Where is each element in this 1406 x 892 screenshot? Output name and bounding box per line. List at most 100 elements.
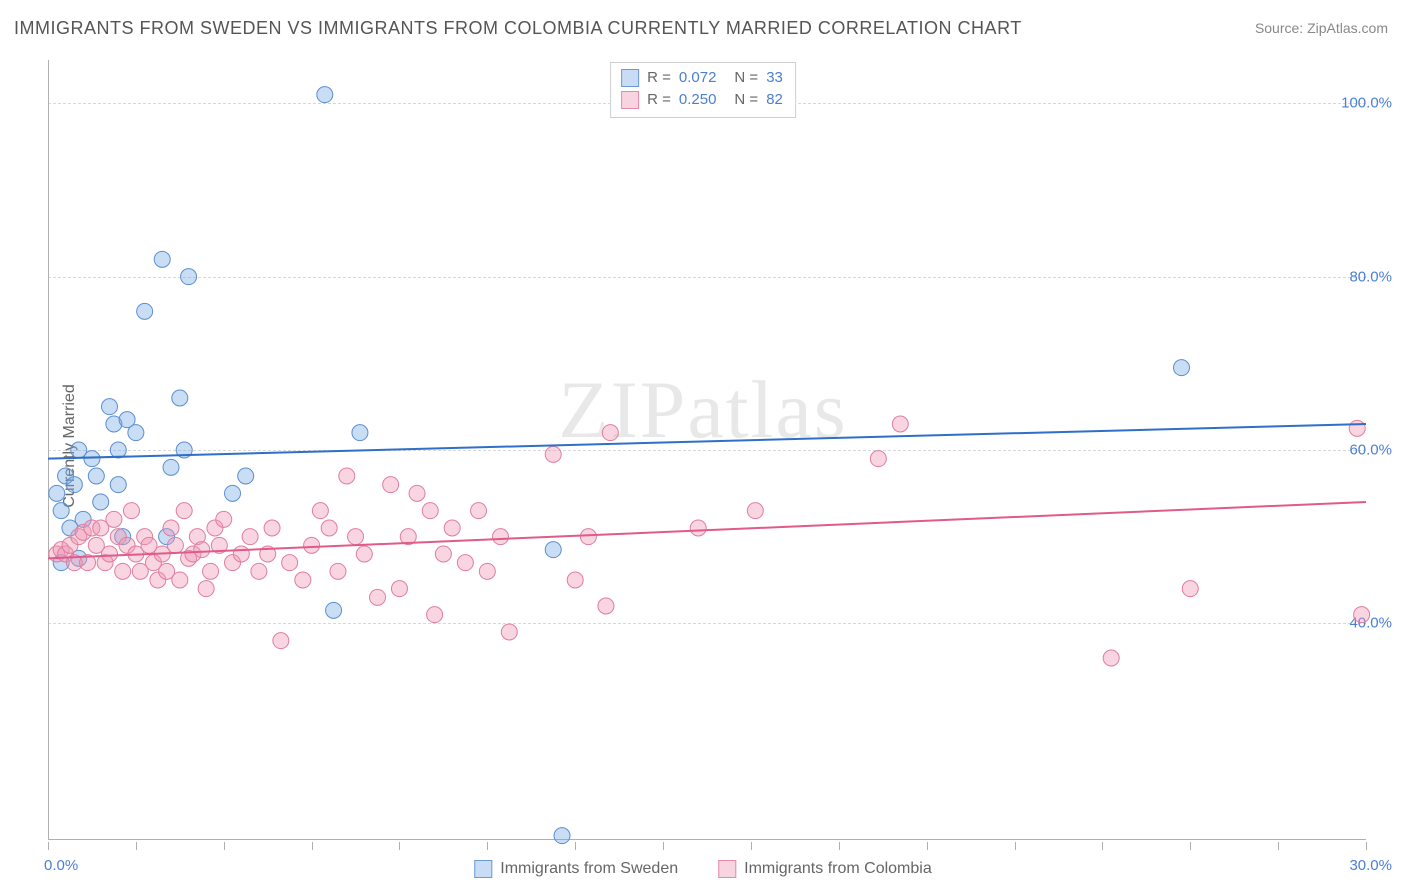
legend-item: Immigrants from Sweden <box>474 860 678 878</box>
data-point <box>295 572 311 588</box>
data-point <box>545 542 561 558</box>
scatter-plot <box>48 60 1366 840</box>
data-point <box>282 555 298 571</box>
data-point <box>352 425 368 441</box>
data-point <box>427 607 443 623</box>
source-attribution: Source: ZipAtlas.com <box>1255 20 1388 36</box>
x-tick <box>839 842 840 850</box>
data-point <box>370 589 386 605</box>
data-point <box>84 451 100 467</box>
source-label: Source: <box>1255 20 1303 36</box>
data-point <box>1349 420 1365 436</box>
data-point <box>198 581 214 597</box>
data-point <box>580 529 596 545</box>
data-point <box>870 451 886 467</box>
x-tick <box>751 842 752 850</box>
data-point <box>554 828 570 844</box>
data-point <box>53 503 69 519</box>
x-tick <box>487 842 488 850</box>
data-point <box>471 503 487 519</box>
chart-title: IMMIGRANTS FROM SWEDEN VS IMMIGRANTS FRO… <box>14 18 1022 39</box>
x-tick <box>312 842 313 850</box>
swatch-blue-icon <box>474 860 492 878</box>
x-tick <box>1015 842 1016 850</box>
data-point <box>892 416 908 432</box>
data-point <box>123 503 139 519</box>
data-point <box>194 542 210 558</box>
data-point <box>102 399 118 415</box>
data-point <box>176 503 192 519</box>
data-point <box>457 555 473 571</box>
data-point <box>242 529 258 545</box>
data-point <box>383 477 399 493</box>
data-point <box>1103 650 1119 666</box>
data-point <box>66 477 82 493</box>
x-tick <box>1278 842 1279 850</box>
legend-n-value: 33 <box>766 67 783 89</box>
data-point <box>273 633 289 649</box>
x-tick <box>136 842 137 850</box>
data-point <box>422 503 438 519</box>
data-point <box>181 269 197 285</box>
x-tick <box>224 842 225 850</box>
legend-n-label: N = <box>734 67 758 89</box>
swatch-pink-icon <box>718 860 736 878</box>
data-point <box>49 485 65 501</box>
data-point <box>225 485 241 501</box>
data-point <box>598 598 614 614</box>
x-tick <box>663 842 664 850</box>
data-point <box>356 546 372 562</box>
x-tick <box>575 842 576 850</box>
data-point <box>1354 607 1370 623</box>
data-point <box>312 503 328 519</box>
data-point <box>339 468 355 484</box>
data-point <box>435 546 451 562</box>
x-tick <box>1102 842 1103 850</box>
data-point <box>110 477 126 493</box>
data-point <box>747 503 763 519</box>
data-point <box>545 446 561 462</box>
data-point <box>233 546 249 562</box>
data-point <box>128 425 144 441</box>
data-point <box>238 468 254 484</box>
x-tick <box>1190 842 1191 850</box>
legend-r-label: R = <box>647 67 671 89</box>
series-label: Immigrants from Sweden <box>500 860 678 878</box>
data-point <box>172 390 188 406</box>
x-tick <box>399 842 400 850</box>
series-label: Immigrants from Colombia <box>744 860 932 878</box>
data-point <box>330 563 346 579</box>
data-point <box>304 537 320 553</box>
data-point <box>264 520 280 536</box>
legend-row: R = 0.250 N = 82 <box>621 89 783 111</box>
data-point <box>326 602 342 618</box>
source-value: ZipAtlas.com <box>1307 20 1388 36</box>
legend-item: Immigrants from Colombia <box>718 860 932 878</box>
legend-n-label: N = <box>734 89 758 111</box>
data-point <box>1173 360 1189 376</box>
data-point <box>88 468 104 484</box>
x-tick-label: 30.0% <box>1349 857 1392 874</box>
data-point <box>493 529 509 545</box>
data-point <box>348 529 364 545</box>
legend-r-value: 0.072 <box>679 67 717 89</box>
data-point <box>154 251 170 267</box>
data-point <box>115 563 131 579</box>
data-point <box>317 87 333 103</box>
data-point <box>501 624 517 640</box>
data-point <box>1182 581 1198 597</box>
x-tick <box>1366 842 1367 850</box>
data-point <box>216 511 232 527</box>
chart-container: IMMIGRANTS FROM SWEDEN VS IMMIGRANTS FRO… <box>0 0 1406 892</box>
data-point <box>602 425 618 441</box>
data-point <box>137 303 153 319</box>
x-tick <box>48 842 49 850</box>
swatch-blue-icon <box>621 69 639 87</box>
data-point <box>444 520 460 536</box>
data-point <box>167 537 183 553</box>
data-point <box>251 563 267 579</box>
legend-n-value: 82 <box>766 89 783 111</box>
data-point <box>110 442 126 458</box>
series-legend: Immigrants from Sweden Immigrants from C… <box>474 860 931 878</box>
data-point <box>106 511 122 527</box>
